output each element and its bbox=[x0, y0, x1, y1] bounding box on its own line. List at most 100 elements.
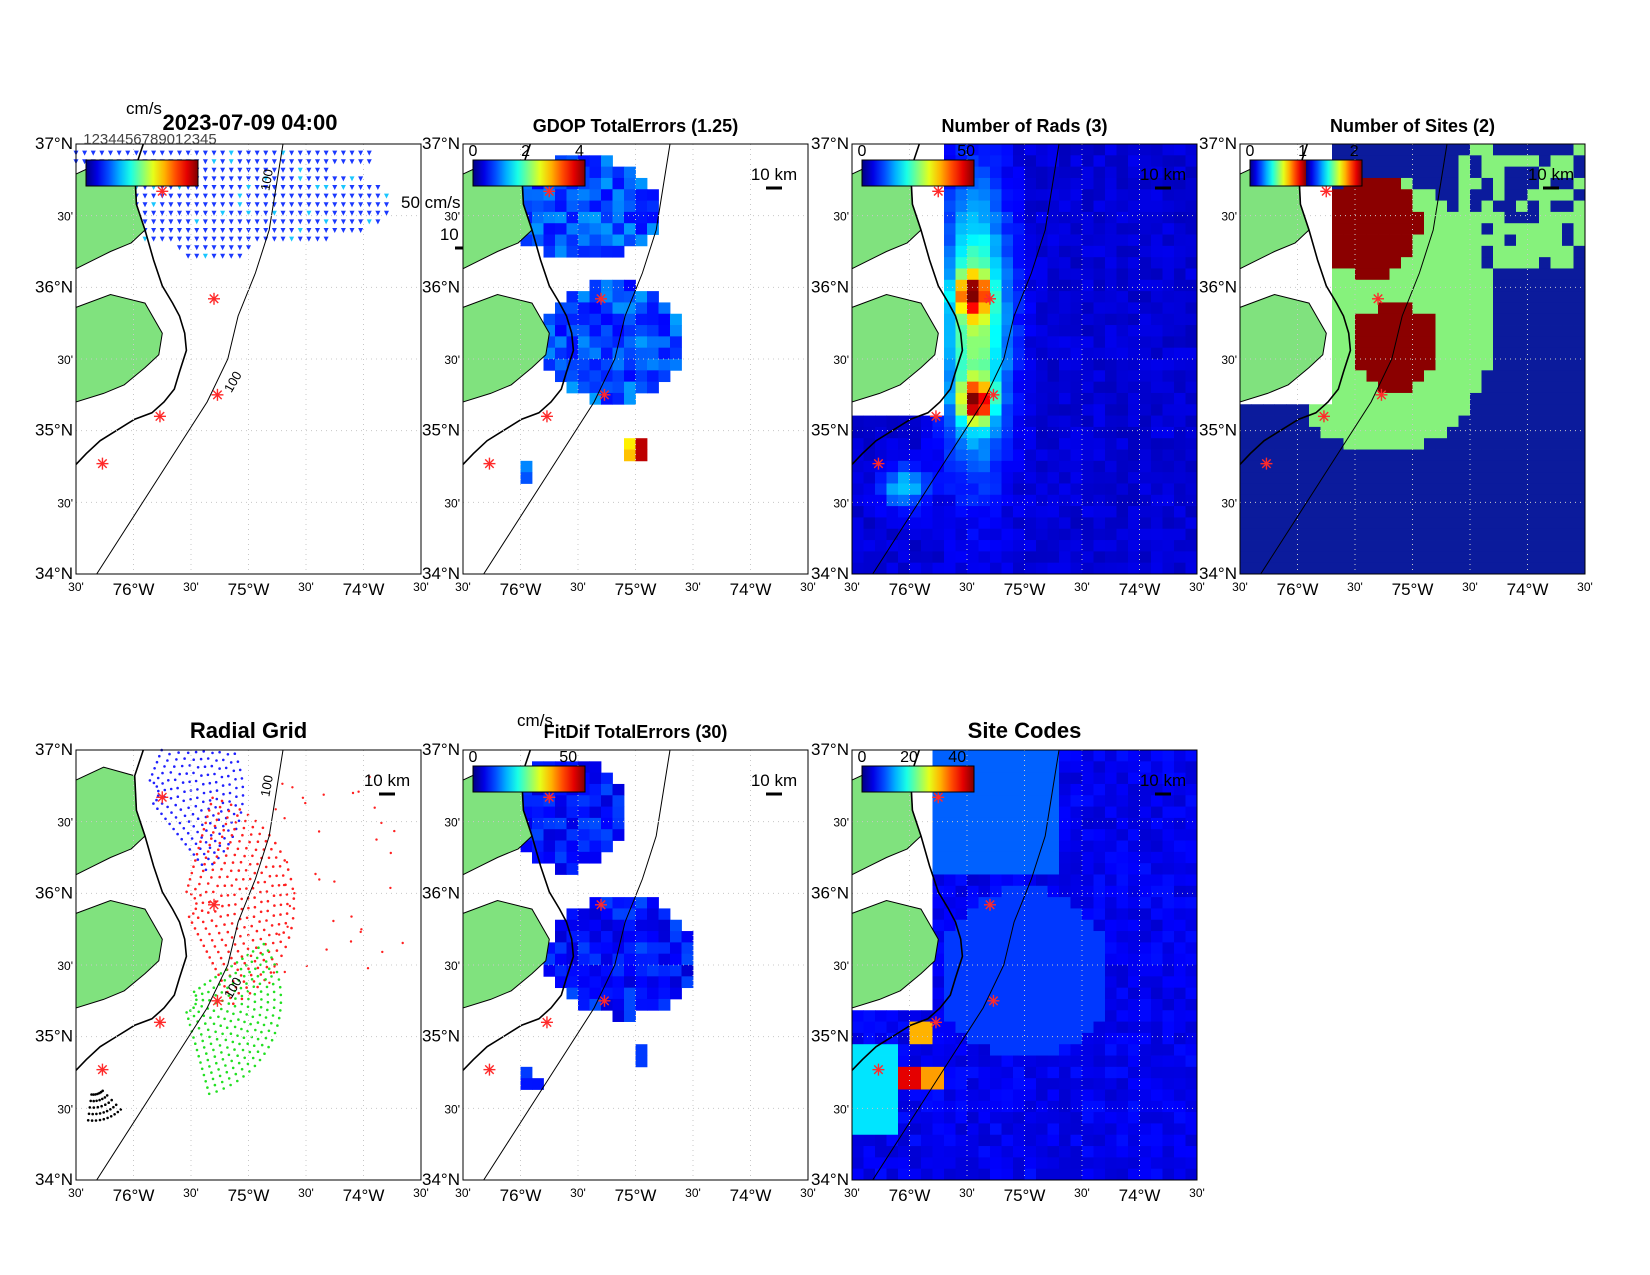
radial-dot bbox=[277, 978, 281, 981]
data-cell bbox=[1105, 1146, 1117, 1158]
data-cell bbox=[1013, 919, 1025, 932]
data-cell bbox=[1116, 460, 1129, 473]
data-cell bbox=[1539, 449, 1551, 462]
data-cell bbox=[647, 987, 659, 1000]
radial-dot bbox=[283, 817, 286, 820]
data-cell bbox=[635, 953, 648, 966]
data-cell bbox=[1070, 1010, 1083, 1022]
data-cell bbox=[1047, 472, 1060, 484]
data-cell bbox=[1082, 851, 1094, 864]
scale-bar-label: 10 km bbox=[1140, 165, 1186, 184]
data-cell bbox=[1013, 1066, 1025, 1079]
data-cell bbox=[1424, 517, 1436, 530]
data-cell bbox=[967, 279, 979, 292]
axes-frame bbox=[75, 749, 422, 1181]
radial-dot bbox=[91, 1112, 94, 1116]
data-cell bbox=[1458, 426, 1471, 439]
current-arrow bbox=[323, 202, 329, 208]
radial-dot bbox=[240, 777, 244, 780]
data-cell bbox=[1424, 528, 1436, 541]
radial-dot bbox=[181, 781, 185, 784]
scale-bar-label: 10 km bbox=[751, 771, 797, 790]
data-cell bbox=[601, 817, 613, 830]
data-cell bbox=[1139, 1066, 1152, 1079]
data-cell bbox=[1539, 517, 1551, 530]
data-cell bbox=[1481, 268, 1494, 281]
radial-dot bbox=[102, 1117, 106, 1121]
data-cell bbox=[1378, 438, 1390, 450]
data-cell bbox=[1573, 245, 1586, 258]
data-cell bbox=[1128, 325, 1140, 337]
radial-dot bbox=[220, 1051, 223, 1054]
data-cell bbox=[1047, 863, 1060, 875]
data-cell bbox=[1139, 1112, 1152, 1124]
data-cell bbox=[1447, 370, 1459, 383]
data-cell bbox=[1516, 268, 1528, 281]
data-cell bbox=[1139, 370, 1152, 383]
data-cell bbox=[1059, 1112, 1071, 1124]
data-cell bbox=[1082, 1146, 1094, 1158]
radial-dot bbox=[237, 869, 241, 872]
data-cell bbox=[978, 166, 991, 179]
site-marker-stroke bbox=[599, 390, 610, 400]
radial-dot bbox=[249, 833, 253, 836]
data-cell bbox=[932, 483, 945, 496]
data-cell bbox=[1504, 177, 1517, 190]
data-cell bbox=[578, 942, 590, 955]
current-arrow bbox=[220, 210, 226, 216]
data-cell bbox=[1389, 189, 1402, 201]
data-cell bbox=[601, 908, 613, 921]
data-cell bbox=[1128, 234, 1140, 247]
data-cell bbox=[955, 404, 968, 416]
radial-dot bbox=[220, 894, 223, 897]
data-cell bbox=[1573, 528, 1586, 541]
current-arrow bbox=[228, 193, 234, 199]
radial-dot bbox=[187, 915, 191, 919]
radial-dot bbox=[245, 846, 248, 850]
data-cell bbox=[1286, 404, 1298, 416]
data-cell bbox=[1070, 460, 1083, 473]
radial-dot bbox=[208, 799, 212, 802]
data-cell bbox=[1001, 189, 1014, 201]
radial-dot bbox=[301, 796, 305, 799]
data-cell bbox=[1162, 885, 1175, 898]
data-cell bbox=[1001, 965, 1014, 977]
data-cell bbox=[898, 1100, 910, 1113]
data-cell bbox=[1070, 1123, 1083, 1136]
current-arrow bbox=[159, 210, 165, 216]
data-cell bbox=[944, 483, 956, 496]
data-cell bbox=[1185, 874, 1198, 887]
radial-dot bbox=[204, 821, 207, 825]
data-cell bbox=[1378, 506, 1390, 518]
data-cell bbox=[1366, 325, 1379, 337]
data-cell bbox=[990, 1157, 1002, 1170]
data-cell bbox=[1128, 931, 1140, 943]
data-cell bbox=[635, 438, 648, 450]
data-cell bbox=[1059, 1100, 1071, 1113]
data-cell bbox=[1297, 551, 1310, 564]
data-cell bbox=[635, 325, 648, 337]
data-cell bbox=[944, 953, 956, 966]
data-cell bbox=[1047, 1157, 1060, 1170]
data-cell bbox=[624, 953, 636, 966]
radial-dot bbox=[152, 802, 155, 805]
data-cell bbox=[1001, 1157, 1014, 1170]
data-cell bbox=[1320, 426, 1333, 439]
data-cell bbox=[1435, 404, 1448, 416]
data-cell bbox=[1573, 234, 1586, 247]
data-cell bbox=[1481, 211, 1494, 224]
data-cell bbox=[1070, 211, 1083, 224]
data-cell bbox=[863, 551, 876, 564]
current-arrow bbox=[202, 185, 208, 190]
data-cell bbox=[658, 370, 671, 383]
data-cell bbox=[1435, 494, 1448, 507]
data-cell bbox=[1151, 347, 1163, 360]
data-cell bbox=[967, 1168, 979, 1181]
radial-dot bbox=[213, 1055, 217, 1058]
radial-dot bbox=[194, 804, 198, 808]
data-cell bbox=[1128, 1100, 1140, 1113]
radial-dot bbox=[401, 941, 404, 945]
data-cell bbox=[566, 211, 579, 224]
data-cell bbox=[863, 506, 876, 518]
data-cell bbox=[1070, 562, 1083, 575]
